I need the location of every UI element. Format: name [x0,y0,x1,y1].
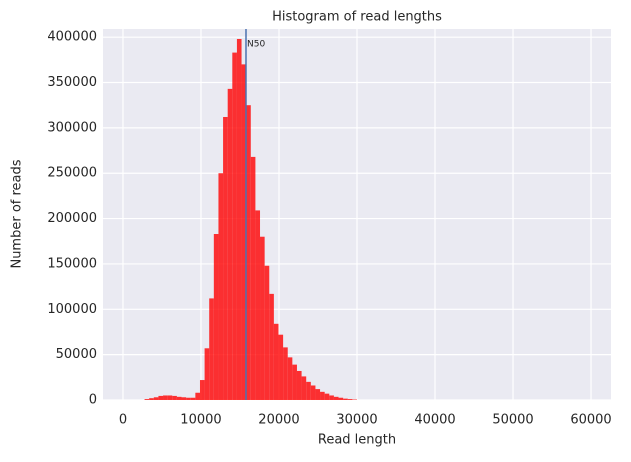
x-tick-label: 60000 [570,413,611,428]
bar [154,397,159,400]
bar [237,39,242,400]
bar [168,395,173,400]
bar [232,53,237,400]
bar [145,399,150,400]
n50-label: N50 [247,40,265,50]
y-tick-label: 300000 [47,120,97,135]
x-tick-label: 30000 [336,413,377,428]
y-tick-label: 200000 [47,211,97,226]
bar [302,376,307,400]
bar [172,396,177,400]
bar [158,396,163,400]
bar [200,380,205,400]
bar [315,389,320,400]
bar [205,348,210,400]
y-tick-label: 250000 [47,166,97,181]
bar [195,393,200,400]
bar [334,397,339,400]
bar [329,395,334,400]
bar [251,157,256,400]
y-axis-label: Number of reads [10,159,25,268]
bar [149,398,154,400]
bar [274,324,279,400]
bar [306,382,311,400]
bar [325,394,330,400]
bar [260,237,265,400]
x-axis-label: Read length [318,433,396,448]
x-tick-label: 20000 [258,413,299,428]
x-tick-label: 10000 [180,413,221,428]
x-tick-label: 50000 [492,413,533,428]
bar [265,266,270,400]
bar [182,397,187,400]
y-tick-label: 350000 [47,75,97,90]
y-tick-label: 100000 [47,302,97,317]
bar [348,399,353,400]
x-tick-label: 40000 [414,413,455,428]
bar [186,398,191,400]
bar [246,105,251,400]
bar [191,398,196,400]
bar [283,347,288,400]
bar [214,234,219,400]
y-tick-label: 50000 [56,347,97,362]
bar [311,385,316,400]
bar [218,173,223,400]
bar [297,371,302,400]
bar [288,357,293,400]
bar [228,89,233,400]
bar [269,294,274,400]
bar [255,210,260,400]
bar [339,398,344,400]
y-tick-label: 400000 [47,30,97,45]
y-tick-label: 150000 [47,256,97,271]
chart-title: Histogram of read lengths [272,10,442,25]
bar [320,392,325,400]
bar [177,397,182,400]
bar [209,298,214,400]
x-tick-label: 0 [119,413,127,428]
bar [343,399,348,400]
y-tick-label: 0 [89,393,97,408]
bar [278,335,283,400]
bar [163,395,168,400]
bar [292,365,297,400]
bar [223,117,228,400]
